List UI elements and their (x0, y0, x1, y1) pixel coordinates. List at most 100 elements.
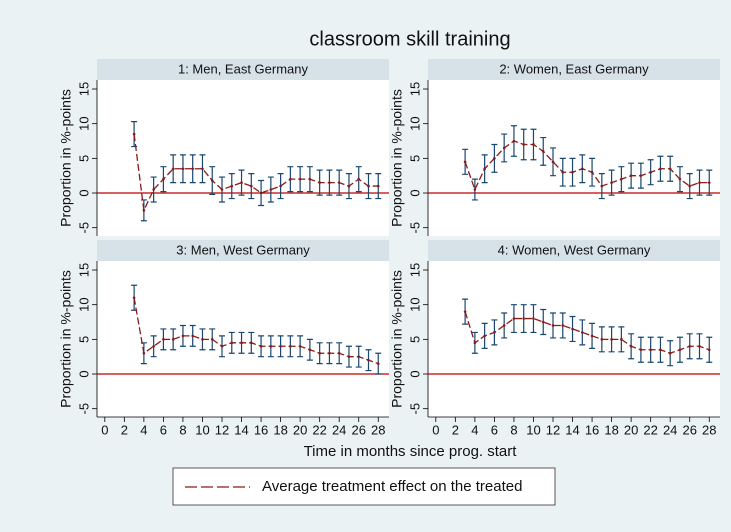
y-tick-label: 0 (407, 189, 422, 196)
x-tick-label: 10 (195, 422, 209, 437)
x-tick-label: 16 (254, 422, 268, 437)
x-tick-label: 14 (565, 422, 579, 437)
point (210, 338, 214, 341)
panel-header (428, 240, 720, 261)
point (473, 341, 477, 345)
point (483, 334, 486, 338)
point (639, 174, 643, 177)
point (620, 338, 623, 341)
point (522, 143, 526, 146)
point (250, 184, 253, 188)
point (230, 184, 234, 188)
y-tick-label: 15 (407, 263, 422, 277)
point (132, 296, 136, 300)
point (483, 167, 486, 171)
y-tick-label: 10 (407, 116, 422, 130)
x-tick-label: 22 (643, 422, 657, 437)
y-tick-label: 5 (407, 336, 422, 343)
x-tick-label: 12 (546, 422, 560, 437)
point (298, 344, 302, 348)
legend-label: Average treatment effect on the treated (262, 478, 522, 495)
point (367, 184, 370, 188)
x-tick-label: 8 (179, 422, 186, 437)
y-tick-label: 5 (407, 155, 422, 162)
point (250, 341, 253, 345)
point (337, 181, 341, 184)
x-tick-label: 28 (371, 422, 385, 437)
y-tick-label: 10 (407, 297, 422, 311)
plot-area (97, 261, 389, 417)
point (610, 181, 613, 184)
x-tick-label: 4 (140, 422, 147, 437)
panel-header (97, 59, 389, 80)
point (347, 355, 351, 358)
point (688, 344, 692, 348)
point (698, 181, 701, 184)
x-tick-label: 18 (273, 422, 287, 437)
point (678, 177, 682, 181)
y-axis-label: Proportion in %-points (58, 270, 74, 408)
point (678, 348, 682, 352)
point (308, 348, 312, 352)
x-tick-label: 24 (332, 422, 346, 437)
point (220, 188, 224, 191)
panel-title: 1: Men, East Germany (178, 61, 309, 76)
y-tick-label: -5 (76, 222, 91, 234)
plot-area (97, 80, 389, 236)
point (698, 344, 701, 348)
x-tick-label: 0 (101, 422, 108, 437)
point (376, 184, 380, 188)
point (541, 320, 545, 324)
point (581, 167, 584, 171)
point (707, 181, 711, 184)
point (561, 324, 565, 327)
point (688, 184, 692, 188)
point (522, 317, 526, 320)
y-axis-label: Proportion in %-points (389, 270, 405, 408)
chart-title: classroom skill training (309, 28, 510, 50)
point (220, 344, 224, 348)
y-tick-label: -5 (407, 222, 422, 234)
point (201, 167, 204, 171)
x-tick-label: 12 (215, 422, 229, 437)
point (298, 177, 302, 181)
point (269, 188, 273, 191)
point (201, 338, 204, 341)
point (357, 355, 361, 358)
panel-title: 3: Men, West Germany (176, 242, 310, 257)
point (171, 338, 175, 341)
point (493, 331, 496, 334)
x-tick-label: 16 (585, 422, 599, 437)
point (328, 181, 331, 184)
point (532, 143, 535, 146)
x-tick-label: 22 (312, 422, 326, 437)
panel-title: 4: Women, West Germany (498, 242, 651, 257)
point (259, 344, 263, 348)
point (532, 317, 535, 320)
point (210, 179, 214, 182)
panel-title: 2: Women, East Germany (499, 61, 649, 76)
point (289, 177, 292, 181)
point (581, 331, 584, 334)
point (668, 167, 672, 171)
x-tick-label: 2 (452, 422, 459, 437)
y-tick-label: 10 (76, 297, 91, 311)
x-tick-label: 26 (351, 422, 365, 437)
point (357, 177, 361, 181)
point (337, 351, 341, 355)
y-tick-label: 0 (76, 189, 91, 196)
y-tick-label: 5 (76, 155, 91, 162)
point (240, 181, 243, 184)
point (629, 344, 633, 348)
point (659, 348, 662, 352)
point (502, 324, 506, 327)
y-tick-label: 5 (76, 336, 91, 343)
y-tick-label: 0 (407, 370, 422, 377)
x-tick-label: 26 (682, 422, 696, 437)
point (318, 181, 321, 184)
point (571, 170, 574, 174)
point (191, 167, 195, 171)
point (473, 188, 477, 191)
point (649, 348, 652, 352)
